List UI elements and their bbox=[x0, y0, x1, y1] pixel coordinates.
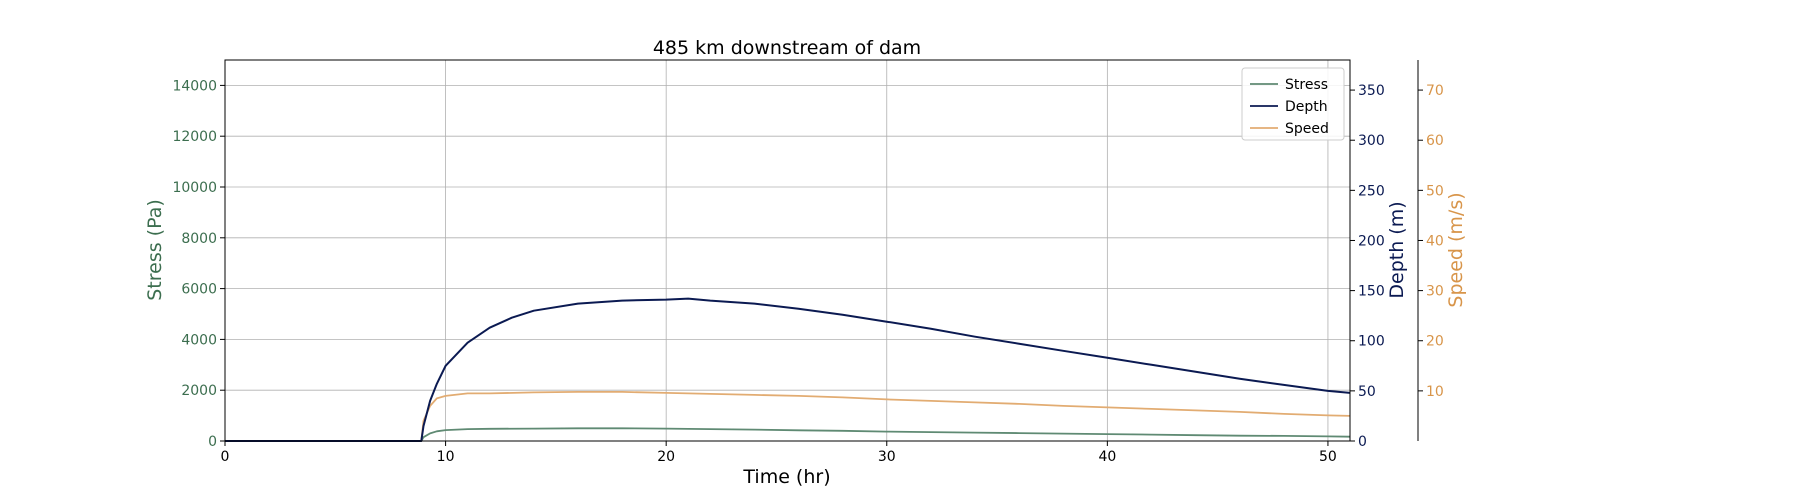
speed-tick-label: 10 bbox=[1426, 384, 1444, 400]
depth-tick-label: 350 bbox=[1358, 83, 1385, 99]
speed-tick-label: 20 bbox=[1426, 334, 1444, 350]
stress-axis-label: Stress (Pa) bbox=[144, 199, 166, 301]
series-depth-line bbox=[225, 297, 1351, 442]
speed-axis-label: Speed (m/s) bbox=[1445, 192, 1467, 307]
series-stress-line bbox=[225, 427, 1351, 442]
depth-tick-label: 250 bbox=[1358, 183, 1385, 199]
x-tick-label: 40 bbox=[1098, 449, 1116, 465]
depth-tick-label: 100 bbox=[1358, 334, 1385, 350]
speed-tick-label: 30 bbox=[1426, 284, 1444, 300]
stress-tick-label: 14000 bbox=[172, 78, 217, 94]
depth-tick-label: 200 bbox=[1358, 233, 1385, 249]
speed-tick-label: 40 bbox=[1426, 233, 1444, 249]
depth-tick-label: 50 bbox=[1358, 384, 1376, 400]
depth-axis: 0 50 100 150 200 250 300 350 bbox=[1350, 83, 1385, 450]
depth-tick-label: 300 bbox=[1358, 133, 1385, 149]
depth-tick-label: 0 bbox=[1358, 434, 1367, 450]
stress-tick-label: 0 bbox=[208, 434, 217, 450]
legend-label-stress: Stress bbox=[1285, 77, 1328, 93]
speed-tick-label: 50 bbox=[1426, 183, 1444, 199]
stress-tick-label: 12000 bbox=[172, 129, 217, 145]
depth-tick-label: 150 bbox=[1358, 284, 1385, 300]
stress-tick-label: 4000 bbox=[181, 332, 217, 348]
chart-title: 485 km downstream of dam bbox=[653, 37, 921, 59]
speed-tick-label: 60 bbox=[1426, 133, 1444, 149]
speed-tick-label: 70 bbox=[1426, 83, 1444, 99]
x-tick-label: 50 bbox=[1319, 449, 1337, 465]
stress-axis: 0 2000 4000 6000 8000 10000 12000 14000 bbox=[172, 78, 225, 450]
stress-tick-label: 8000 bbox=[181, 231, 217, 247]
stress-tick-label: 10000 bbox=[172, 180, 217, 196]
x-axis-label: Time (hr) bbox=[742, 466, 830, 488]
legend-label-depth: Depth bbox=[1285, 99, 1328, 115]
series-speed-line bbox=[225, 390, 1351, 442]
stress-tick-label: 6000 bbox=[181, 282, 217, 298]
depth-axis-label: Depth (m) bbox=[1386, 201, 1408, 298]
x-axis: 0 10 20 30 40 50 bbox=[221, 441, 1337, 465]
legend-label-speed: Speed bbox=[1285, 121, 1329, 137]
x-tick-label: 10 bbox=[437, 449, 455, 465]
plot-frame bbox=[224, 59, 1351, 442]
legend: Stress Depth Speed bbox=[1241, 67, 1345, 141]
series-layer bbox=[225, 297, 1351, 442]
stress-tick-label: 2000 bbox=[181, 383, 217, 399]
grid bbox=[225, 60, 1350, 441]
legend-box bbox=[1241, 67, 1345, 141]
x-tick-label: 30 bbox=[878, 449, 896, 465]
speed-axis: 10 20 30 40 50 60 70 bbox=[1417, 60, 1444, 441]
x-tick-label: 20 bbox=[657, 449, 675, 465]
x-tick-label: 0 bbox=[221, 449, 230, 465]
